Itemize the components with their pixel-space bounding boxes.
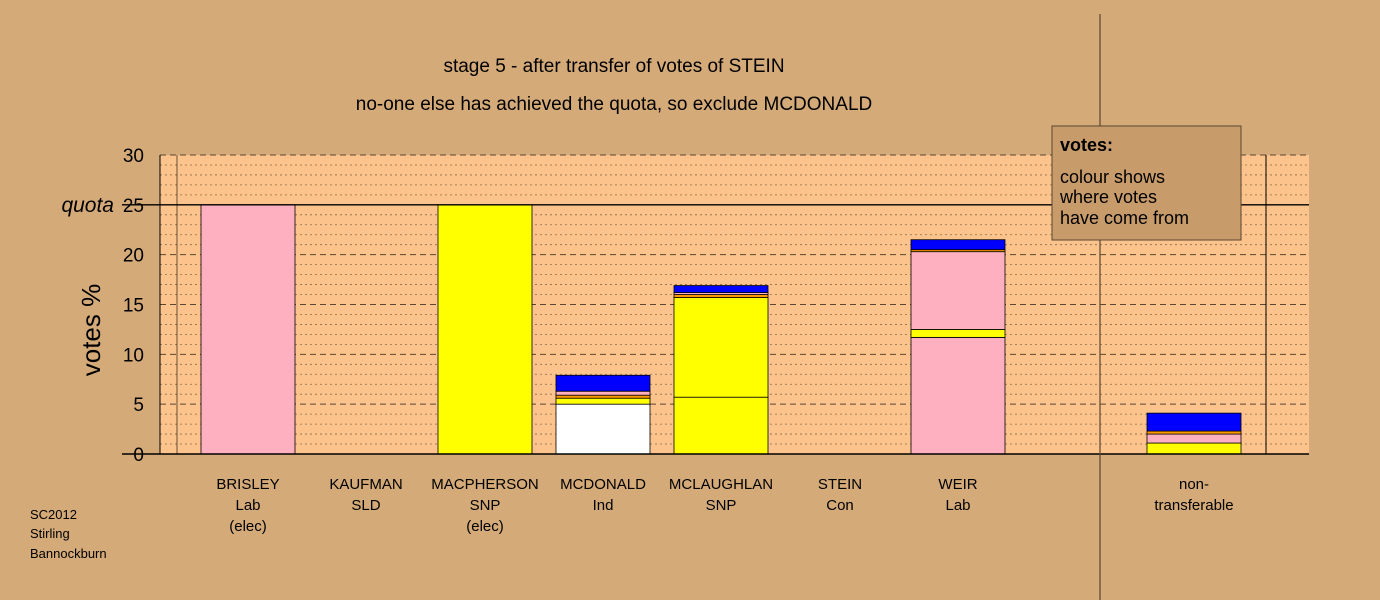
- candidate-detail-label: SNP: [470, 497, 501, 514]
- candidate-name-label: BRISLEY: [216, 476, 279, 493]
- bar-segment: [910, 239, 1006, 251]
- candidate-detail-label: SNP: [706, 497, 737, 514]
- legend-line: where votes: [1059, 187, 1157, 207]
- quota-label: quota: [61, 194, 114, 217]
- bar-segment: [555, 394, 651, 399]
- nontransferable-label: non-: [1179, 476, 1209, 493]
- candidate-detail-label: Con: [826, 497, 854, 514]
- candidate-detail-label: Ind: [593, 497, 614, 514]
- bar-segment: [673, 294, 769, 298]
- x-category-labels: BRISLEY Lab (elec) KAUFMAN SLD MACPHERSON SNP (…: [216, 476, 1233, 535]
- grid-lines: [160, 154, 1309, 445]
- candidate-detail-label: SLD: [351, 497, 380, 514]
- y-tick-label: 0: [133, 445, 144, 466]
- candidate-detail-label: (elec): [466, 518, 504, 535]
- bar-segment: [555, 390, 651, 396]
- nontransferable-bar-segment: [1146, 412, 1242, 432]
- legend-title: votes:: [1060, 135, 1113, 155]
- y-tick-labels: 0 5 10 15 20 25 30: [123, 146, 144, 466]
- chart-subtitle: no-one else has achieved the quota, so e…: [356, 94, 872, 115]
- legend-background: [1051, 125, 1242, 241]
- y-tick-label: 30: [123, 146, 144, 167]
- y-tick-label: 20: [123, 246, 144, 267]
- bar-segment: [200, 204, 296, 455]
- bar-segment: [673, 297, 769, 398]
- nontransferable-bar-segment: [1146, 433, 1242, 444]
- bar-segment: [555, 403, 651, 455]
- nontransferable-bar-segment: [1146, 442, 1242, 455]
- candidate-detail-label: (elec): [229, 518, 267, 535]
- bar-segment: [673, 285, 769, 293]
- candidate-name-label: MCLAUGHLAN: [669, 476, 773, 493]
- y-tick-label: 5: [133, 395, 144, 416]
- nontransferable-bar-segment: [1146, 430, 1242, 435]
- bar-segment: [910, 329, 1006, 338]
- candidate-name-label: MCDONALD: [560, 476, 646, 493]
- bar-segment: [555, 397, 651, 405]
- candidate-name-label: WEIR: [938, 476, 977, 493]
- bar-segment: [437, 204, 533, 455]
- bar-segment: [673, 396, 769, 455]
- footer-line: Bannockburn: [30, 546, 107, 561]
- nontransferable-label: transferable: [1154, 497, 1233, 514]
- candidate-detail-label: Lab: [235, 497, 260, 514]
- footer-line: SC2012: [30, 507, 77, 522]
- legend-line: colour shows: [1060, 167, 1165, 187]
- y-tick-label: 15: [123, 296, 144, 317]
- candidate-name-label: STEIN: [818, 476, 862, 493]
- legend-line: have come from: [1060, 208, 1189, 228]
- chart-title: stage 5 - after transfer of votes of STE…: [443, 56, 784, 77]
- candidate-name-label: KAUFMAN: [329, 476, 402, 493]
- legend-box: votes: colour shows where votes have com…: [1051, 125, 1242, 241]
- y-axis-label: votes %: [76, 284, 106, 377]
- bar-segment: [910, 336, 1006, 455]
- y-tick-label: 10: [123, 345, 144, 366]
- y-tick-label: 25: [123, 196, 144, 217]
- footer-line: Stirling: [30, 526, 70, 541]
- bar-segment: [910, 251, 1006, 330]
- candidate-detail-label: Lab: [945, 497, 970, 514]
- candidate-name-label: MACPHERSON: [431, 476, 539, 493]
- bar-segment: [555, 374, 651, 392]
